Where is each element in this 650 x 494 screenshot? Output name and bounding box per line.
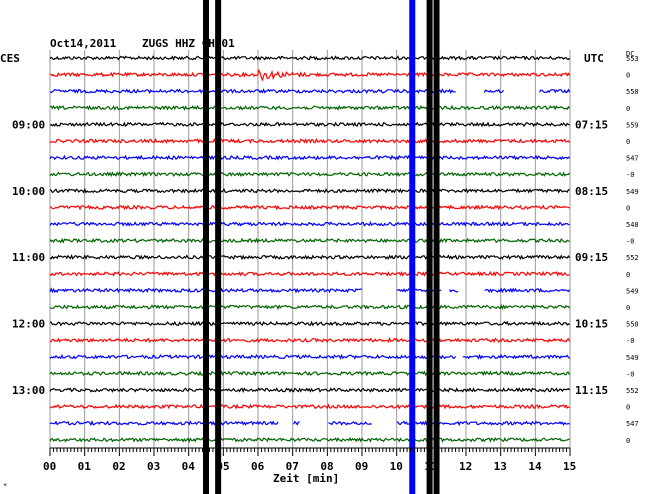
- right-time-label: 11:15: [575, 384, 608, 397]
- trace-line: [49, 171, 571, 178]
- trace-line: [49, 154, 571, 161]
- trace-line: [49, 337, 571, 344]
- dc-value-label: 0: [626, 404, 630, 412]
- signal-band: [426, 0, 433, 494]
- x-tick-label: 00: [43, 460, 56, 473]
- trace-line: [49, 121, 570, 128]
- trace-line: [49, 419, 570, 427]
- dc-value-label: 550: [626, 321, 639, 329]
- dc-value-label: 548: [626, 221, 639, 229]
- trace-line: [50, 320, 570, 327]
- trace-line: [49, 370, 571, 377]
- x-tick-label: 12: [459, 460, 472, 473]
- x-axis: 00 01 02 03 04 05 06 07 08 09 10 11 12 13 14 15: [43, 447, 576, 473]
- x-tick-label: 09: [355, 460, 368, 473]
- dc-value-label: -0: [626, 171, 634, 179]
- x-tick-label: 06: [251, 460, 265, 473]
- dc-value-label: -0: [626, 337, 634, 345]
- x-tick-label: 07: [286, 460, 299, 473]
- trace-line: [49, 104, 571, 111]
- signal-band: [433, 0, 440, 494]
- dc-value-label: 547: [626, 155, 639, 163]
- trace-line: [49, 88, 571, 95]
- trace-line: [49, 387, 571, 393]
- left-time-label: 09:00: [12, 118, 45, 131]
- trace-line: [49, 403, 570, 410]
- dc-value-label: 0: [626, 204, 630, 212]
- dc-value-label: 559: [626, 121, 639, 129]
- trace-line: [49, 68, 571, 82]
- left-time-label: 12:00: [12, 318, 45, 331]
- signal-band: [215, 0, 222, 494]
- left-time-label: 13:00: [12, 384, 45, 397]
- dc-value-label: 550: [626, 88, 639, 96]
- trace-line: [49, 55, 571, 61]
- dc-value-label: 0: [626, 72, 630, 80]
- x-tick-label: 03: [147, 460, 160, 473]
- dc-value-label: 553: [626, 55, 639, 63]
- x-tick-label: 02: [112, 460, 125, 473]
- dc-label: DC: [626, 50, 634, 58]
- signal-band: [203, 0, 209, 494]
- trace-layer: [49, 55, 571, 443]
- trace-line: [49, 287, 571, 294]
- right-time-label: 07:15: [575, 118, 608, 131]
- trace-line: [49, 270, 570, 277]
- trace-line: [49, 353, 570, 360]
- trace-line: [49, 303, 571, 311]
- dc-value-label: 547: [626, 420, 639, 428]
- left-time-label: 11:00: [12, 251, 45, 264]
- x-tick-label: 10: [390, 460, 403, 473]
- trace-line: [49, 237, 570, 244]
- x-tick-label: 04: [182, 460, 196, 473]
- zone-left-label: CES: [0, 52, 20, 65]
- x-tick-label: 15: [563, 460, 576, 473]
- right-time-label: 08:15: [575, 185, 608, 198]
- dc-value-label: 549: [626, 287, 639, 295]
- dc-value-label: 0: [626, 105, 630, 113]
- right-time-label: 09:15: [575, 251, 608, 264]
- x-axis-title: Zeit [min]: [273, 472, 339, 485]
- dc-value-label: 0: [626, 437, 630, 445]
- vertical-band-layer: [203, 0, 440, 494]
- dc-value-label: 552: [626, 387, 639, 395]
- trace-line: [49, 137, 571, 145]
- x-tick-label: 05: [216, 460, 229, 473]
- trace-line: [49, 254, 571, 261]
- trace-line: [49, 187, 570, 194]
- corner-mark: *: [3, 482, 7, 490]
- dc-value-label: 0: [626, 271, 630, 279]
- trace-line: [49, 204, 570, 211]
- x-tick-label: 14: [528, 460, 542, 473]
- x-tick-label: 13: [494, 460, 507, 473]
- dc-value-label: -0: [626, 370, 634, 378]
- x-tick-label: 01: [78, 460, 92, 473]
- dc-value-label: 549: [626, 354, 639, 362]
- left-time-label: 10:00: [12, 185, 45, 198]
- label-layer: 09:00 10:00 11:00 12:00 13:00 07:15 08:15 09:15…: [12, 55, 639, 445]
- chart-station: ZUGS HHZ CH 01: [142, 37, 235, 50]
- dc-value-label: -0: [626, 238, 634, 246]
- x-tick-label: 11: [424, 460, 438, 473]
- chart-date: Oct14,2011: [50, 37, 117, 50]
- signal-band: [409, 0, 416, 494]
- zone-right-label: UTC: [584, 52, 604, 65]
- x-tick-label: 08: [320, 460, 333, 473]
- trace-line: [49, 436, 570, 443]
- dc-value-label: 549: [626, 188, 639, 196]
- dc-value-label: 552: [626, 254, 639, 262]
- right-time-label: 10:15: [575, 318, 608, 331]
- dc-value-label: 0: [626, 304, 630, 312]
- dc-value-label: 0: [626, 138, 630, 146]
- trace-line: [49, 220, 570, 227]
